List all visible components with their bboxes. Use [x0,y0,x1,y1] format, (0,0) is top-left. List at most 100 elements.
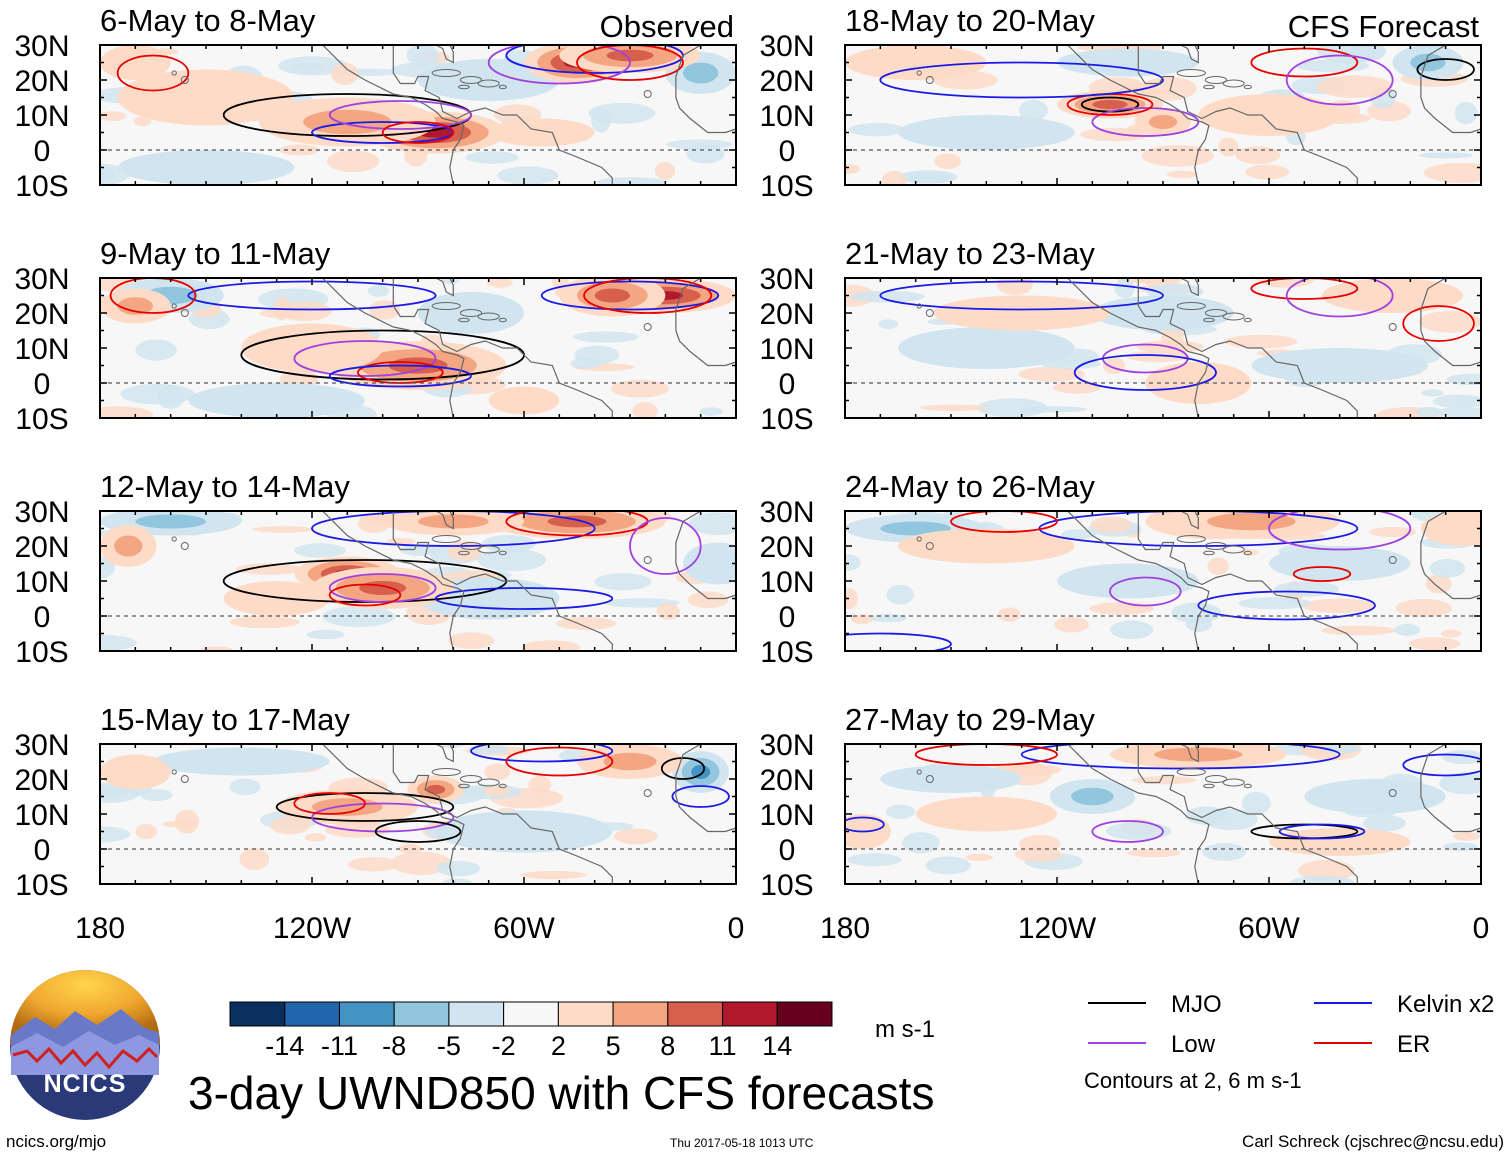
coastline [1039,45,1210,185]
figure-title: 3-day UWND850 with CFS forecasts [188,1067,935,1119]
anomaly-patch [902,832,940,854]
legend-label: MJO [1171,991,1222,1018]
anomaly-blob [1198,94,1340,136]
anomaly-patch [1302,598,1377,614]
anomaly-patch [588,102,656,124]
colorbar-swatch [448,1001,505,1027]
anomaly-patch [398,843,423,854]
anomaly-blob [114,535,143,557]
island [458,84,470,90]
wave-contour [1020,744,1341,770]
island [1204,76,1228,84]
island [1388,90,1397,98]
y-tick-label: 10S [15,636,68,669]
island [477,545,500,554]
island [458,783,470,789]
island [1203,550,1215,556]
anomaly-patch [1018,366,1086,382]
colorbar-level: 5 [606,1031,621,1061]
y-tick-label: 20N [759,531,814,564]
wave-contour [845,632,952,651]
anomaly-patch [1018,834,1061,853]
anomaly-patch [594,573,652,591]
anomaly-patch [528,775,552,794]
anomaly-patch [686,144,725,164]
y-tick-label: 10S [760,403,813,436]
anomaly-patch [1274,581,1339,597]
island [643,90,652,98]
colorbar-swatch [393,1001,450,1027]
colorbar-level: 11 [709,1031,737,1061]
y-tick-label: 0 [34,368,51,401]
coastline [1137,744,1358,884]
anomaly-patch [1207,557,1229,575]
wave-contour [879,61,1164,99]
anomaly-blob [100,45,171,80]
anomaly-blob [1207,512,1296,531]
coastline [1039,511,1210,651]
y-tick-label: 10S [760,170,813,203]
anomaly-patch [1446,373,1481,386]
wave-contour [1402,753,1481,777]
anomaly-patch [1110,620,1154,640]
panel-period-label: 15-May to 17-May [100,702,350,737]
coastline [392,744,613,884]
island [1176,69,1206,77]
anomaly-patch [306,629,345,640]
anomaly-patch [239,848,270,870]
coastline [1039,278,1210,418]
colorbar-swatch [667,1001,724,1027]
panel-period-label: 6-May to 8-May [100,3,316,38]
anomaly-patch [120,383,195,405]
anomaly-blob [1071,787,1114,806]
anomaly-patch [934,153,962,170]
wave-contour [1402,305,1475,342]
anomaly-patch [1127,848,1181,858]
coastline [1180,744,1199,763]
anomaly-patch [100,406,154,418]
wave-contour [1285,278,1394,318]
y-tick-label: 20N [759,65,814,98]
y-tick-label: 10N [14,566,69,599]
y-tick-label: 10N [14,100,69,133]
anomaly-patch [304,833,327,842]
wave-contour [293,792,366,815]
anomaly-blob [188,383,365,418]
colorbar-swatch [284,1001,340,1027]
anomaly-blob [135,514,206,529]
footer-url[interactable]: ncics.org/mjo [6,1132,107,1151]
anomaly-patch [965,853,993,862]
wave-contour [328,364,472,388]
anomaly-patch [1423,162,1481,183]
colorbar-level: -11 [321,1031,358,1061]
anomaly-patch [522,640,581,651]
coastline [1180,511,1199,530]
island [1203,317,1215,323]
colorbar-level: 14 [762,1031,792,1061]
island [459,309,483,317]
anomaly-patch [1341,45,1385,62]
anomaly-patch [1218,137,1239,157]
island [477,79,500,88]
anomaly-patch [1418,310,1481,333]
anomaly-patch [497,166,559,185]
coastline [435,511,454,530]
anomaly-patch [326,150,380,173]
anomaly-blob [117,150,295,185]
wave-contour [1091,820,1164,843]
wave-contour [671,785,730,808]
anomaly-patch [1439,772,1481,795]
island [1203,783,1215,789]
anomaly-blob [1092,295,1234,331]
wave-contour [487,45,631,85]
coastline [675,45,736,134]
legend-label: ER [1397,1031,1430,1058]
anomaly-patch [688,512,736,535]
x-tick-label: 120W [1018,912,1097,945]
anomaly-patch [1363,814,1406,832]
contour-note: Contours at 2, 6 m s-1 [1084,1068,1302,1093]
coastline [392,278,613,418]
